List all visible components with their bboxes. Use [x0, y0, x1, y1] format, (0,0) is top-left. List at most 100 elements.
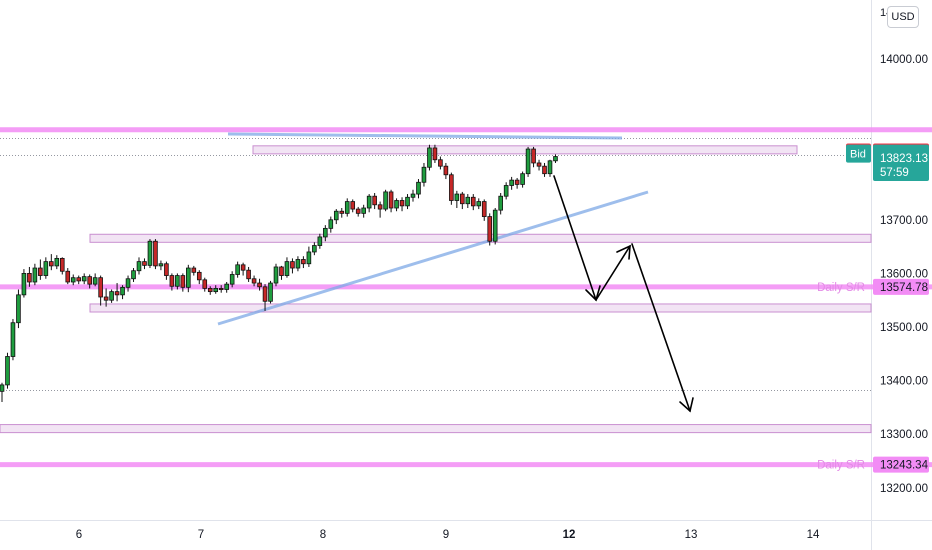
candle-body [399, 200, 405, 207]
candle [279, 265, 284, 280]
candle-body [38, 267, 43, 276]
candle [514, 177, 520, 189]
candle [98, 275, 103, 306]
candle-body [553, 156, 558, 162]
candle-body [153, 240, 158, 267]
candle [153, 239, 158, 270]
candle [481, 199, 487, 221]
candle-body [361, 207, 366, 214]
x-tick-label: 13 [685, 529, 698, 541]
candle-body [344, 201, 350, 214]
candle-body [438, 159, 443, 167]
candle [32, 263, 38, 286]
candle-body [142, 261, 147, 266]
y-tick-label: 13200.00 [880, 483, 928, 495]
candle [114, 283, 120, 302]
candle-body [531, 148, 536, 164]
candle [350, 199, 356, 213]
candle-body [301, 259, 306, 265]
candle-body [503, 185, 509, 197]
candle-body [333, 210, 339, 221]
candle-body [207, 288, 213, 293]
sr-level-tag [873, 456, 929, 473]
candle-body [328, 219, 334, 229]
candle [49, 254, 54, 271]
arrow-head-up [616, 244, 631, 260]
bid-tag-label-bg [846, 144, 871, 163]
candle [377, 201, 383, 218]
candle [10, 318, 16, 361]
candle [328, 216, 334, 233]
support-trendline[interactable] [217, 190, 649, 326]
candle-body [136, 261, 142, 272]
projection-arrows[interactable] [553, 175, 694, 413]
candle-body [16, 294, 21, 324]
candle-body [317, 236, 323, 246]
candle [142, 258, 147, 270]
candle [536, 159, 542, 171]
candle-body [5, 356, 10, 386]
candle-body [49, 261, 54, 267]
candle-body [432, 147, 438, 161]
candle-body [21, 273, 27, 296]
candle-body [279, 266, 284, 276]
resistance-trendline[interactable] [227, 132, 623, 140]
arrow-head-2 [679, 397, 694, 413]
candle [476, 198, 482, 210]
zone-3 [0, 424, 872, 434]
candle-body [98, 277, 103, 298]
candle [284, 257, 290, 278]
candle [465, 194, 471, 208]
currency-button[interactable]: USD [887, 6, 919, 28]
candle-body [312, 245, 317, 253]
candle-body [306, 251, 312, 265]
candle-body [103, 296, 109, 301]
candle [443, 162, 449, 180]
sr-level-value: 13243.34 [880, 460, 929, 472]
candle [43, 257, 49, 279]
candle [438, 156, 443, 170]
candle [164, 261, 169, 280]
candle-body [388, 191, 394, 209]
candle-body [43, 261, 49, 276]
candle-body [410, 193, 416, 198]
x-tick-label: 12 [563, 529, 576, 541]
candle [399, 197, 405, 212]
candle [503, 182, 509, 200]
candle-body [175, 275, 180, 287]
candle [87, 274, 92, 289]
candle [361, 204, 366, 218]
candle [103, 288, 109, 307]
candle [202, 277, 208, 292]
candle [240, 262, 246, 276]
candle [323, 225, 328, 242]
last-price-tag-bg [873, 149, 929, 181]
candle-body [536, 162, 542, 167]
candle-body [54, 257, 60, 267]
y-tick-label: 13300.00 [880, 429, 928, 441]
candle [224, 281, 229, 293]
candle [312, 242, 317, 256]
candle [344, 198, 350, 217]
candle [454, 190, 460, 208]
candle-body [246, 269, 251, 280]
candle [509, 176, 514, 190]
candle [470, 194, 476, 211]
candle [388, 189, 394, 213]
candle [131, 268, 136, 282]
candle [0, 382, 5, 403]
x-tick-label: 6 [76, 529, 82, 541]
candle [175, 273, 180, 290]
candle [251, 275, 257, 287]
candle [268, 280, 273, 304]
levels-layer [0, 127, 932, 468]
candle [531, 146, 536, 168]
candle-body [92, 277, 98, 285]
candle-body [224, 283, 229, 290]
candle-body [120, 286, 125, 296]
candle [553, 154, 558, 163]
candle-body [180, 275, 186, 288]
candle [207, 286, 213, 295]
candle [5, 352, 10, 389]
